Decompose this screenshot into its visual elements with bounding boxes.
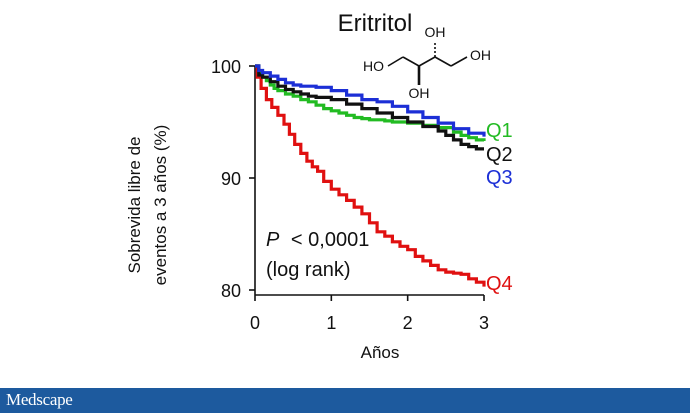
structure-label-oh-right: OH (470, 47, 491, 63)
p-value-annotation: P < 0,0001 (266, 229, 369, 251)
x-tick-label: 1 (326, 313, 336, 333)
footer-bar: Medscape (0, 388, 690, 413)
x-axis-label: Años (361, 343, 400, 362)
series-line-q4 (255, 64, 486, 287)
survival-curves (255, 64, 486, 287)
structure-label-oh-top: OH (425, 24, 446, 40)
axis-ticks: 80 90 100 0 1 2 3 (211, 57, 489, 333)
x-tick-label: 2 (403, 313, 413, 333)
y-tick-label: 80 (221, 281, 241, 301)
erythritol-structure (387, 41, 468, 85)
medscape-logo: Medscape (6, 390, 73, 409)
x-tick-label: 0 (250, 313, 260, 333)
structure-label-ho: HO (363, 58, 384, 74)
series-label-q3: Q3 (486, 167, 513, 189)
p-symbol: P (266, 229, 280, 251)
y-tick-label: 90 (221, 169, 241, 189)
test-method: (log rank) (266, 259, 350, 281)
y-axis-label-line1: Sobrevida libre de (125, 136, 144, 273)
series-line-q3 (255, 64, 486, 137)
series-label-q1: Q1 (486, 120, 513, 142)
chart-title: Eritritol (338, 10, 413, 37)
series-line-q2 (255, 64, 484, 151)
p-value: < 0,0001 (291, 229, 369, 251)
series-label-q2: Q2 (486, 144, 513, 166)
structure-label-oh-bottom: OH (409, 85, 430, 101)
series-label-q4: Q4 (486, 273, 513, 295)
series-line-q1 (255, 64, 486, 142)
km-chart: Eritritol HO OH OH OH 80 90 100 0 1 2 3 Q1Q2Q3… (125, 10, 513, 362)
x-tick-label: 3 (479, 313, 489, 333)
y-axis-label-line2: eventos a 3 años (%) (151, 125, 170, 286)
y-tick-label: 100 (211, 57, 241, 77)
